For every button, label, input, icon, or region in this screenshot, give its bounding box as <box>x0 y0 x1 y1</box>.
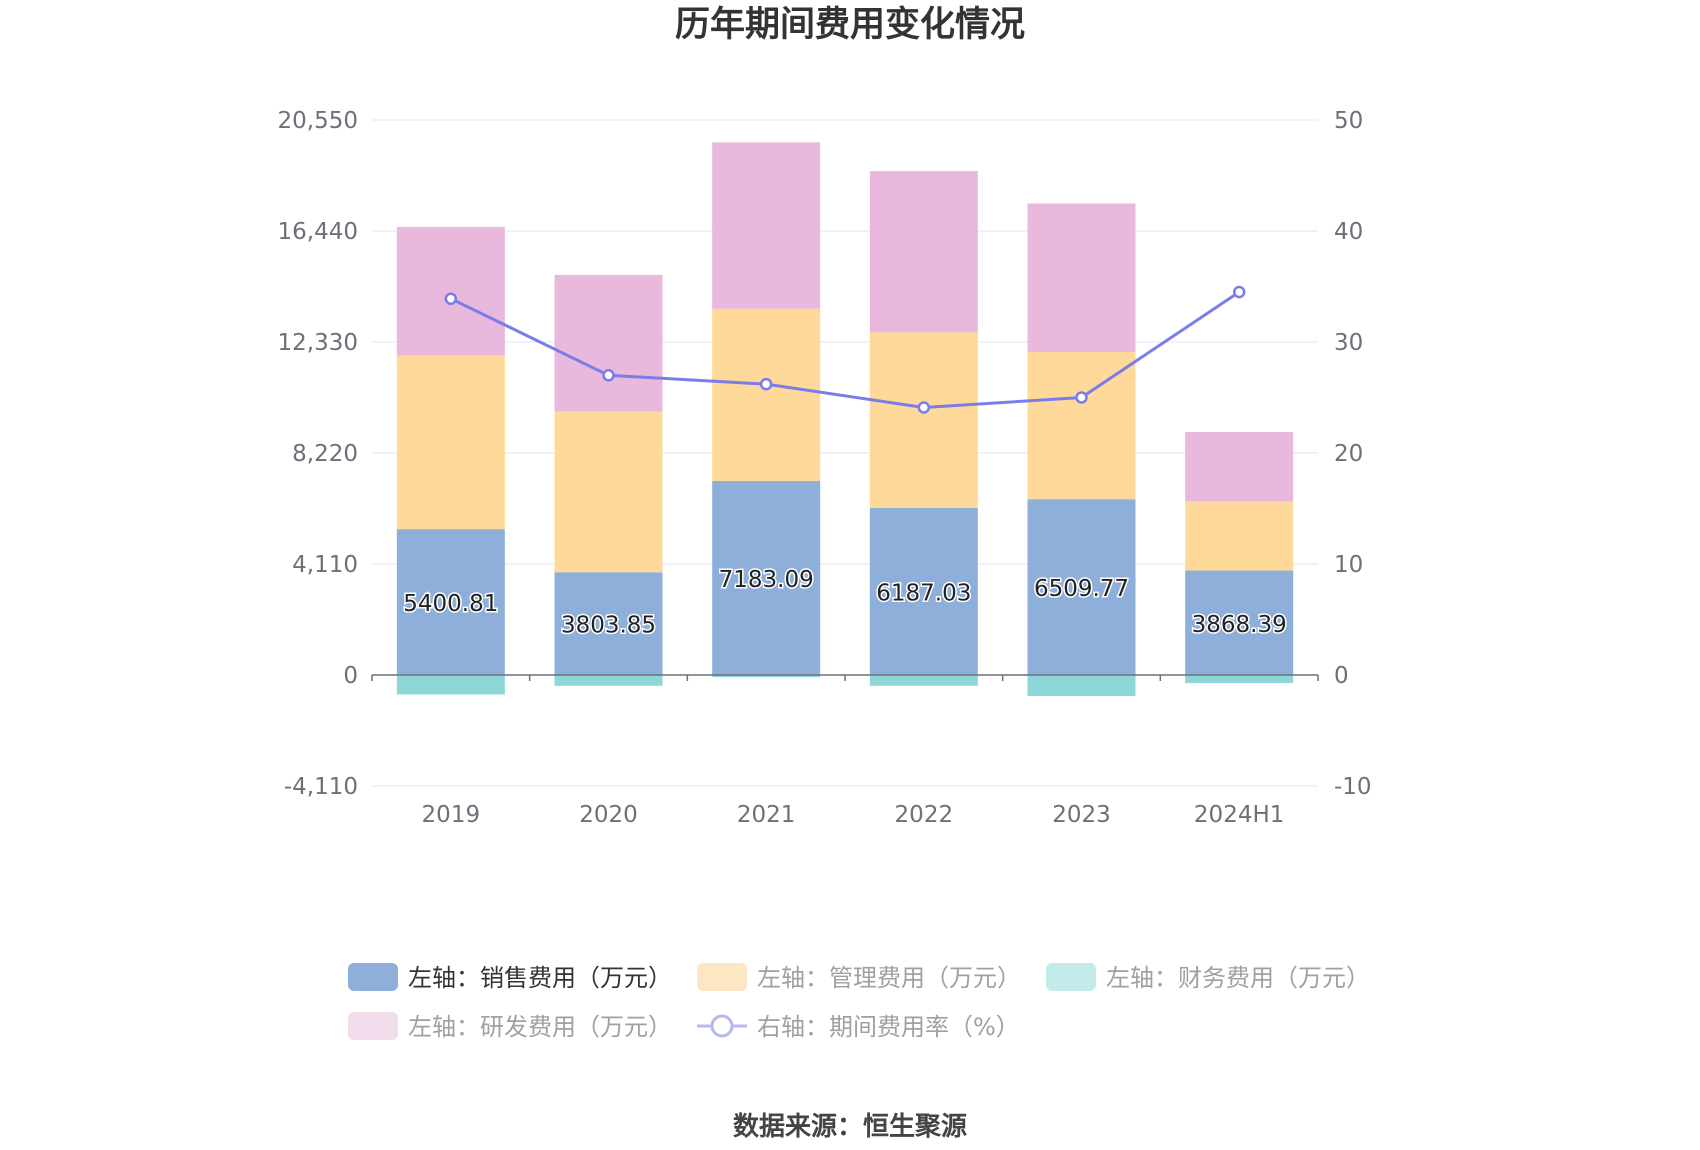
bar-segment <box>554 411 663 573</box>
left-tick-label: 16,440 <box>278 219 358 245</box>
legend-color-swatch <box>1046 963 1096 991</box>
left-tick-label: 20,550 <box>278 108 358 134</box>
bar-segment <box>712 675 821 678</box>
bar-segment <box>1027 675 1136 697</box>
left-tick-label: 12,330 <box>278 330 358 356</box>
legend-label: 左轴：销售费用（万元） <box>408 964 672 992</box>
bar-segment <box>1027 499 1136 675</box>
bar-segment <box>396 675 505 695</box>
x-axis-categories: 2019 2020 2021 2022 2023 2024H1 <box>422 802 1285 828</box>
left-tick-label: -4,110 <box>284 774 358 800</box>
legend-label: 左轴：财务费用（万元） <box>1106 964 1370 992</box>
rate-point <box>1075 391 1088 404</box>
category-label: 2024H1 <box>1194 802 1284 828</box>
bar-segment <box>554 675 663 686</box>
legend-color-swatch <box>697 963 747 991</box>
right-axis-ticks: -10 0 10 20 30 40 50 <box>1334 108 1372 800</box>
bar-segment <box>869 507 978 675</box>
data-labels: 5400.81 3803.85 7183.09 6187.03 6509.77 3868.… <box>402 566 1288 641</box>
rate-point <box>602 369 615 382</box>
legend: 左轴：销售费用（万元） 左轴：管理费用（万元） 左轴：财务费用（万元） 左轴：研发费用… <box>348 963 1370 1041</box>
rate-point <box>917 401 931 414</box>
bar-segment <box>554 572 663 675</box>
rate-polyline <box>450 290 1241 409</box>
right-tick-label: 50 <box>1334 108 1363 134</box>
bar-segment <box>712 142 821 309</box>
rate-point <box>759 377 773 391</box>
left-axis-ticks: -4,110 0 4,110 8,220 12,330 16,440 20,550 <box>278 108 358 800</box>
data-source: 数据来源：恒生聚源 <box>733 1112 967 1142</box>
right-tick-label: 40 <box>1334 219 1363 245</box>
sales-value-label: 3868.39 <box>1192 612 1287 638</box>
legend-label: 左轴：管理费用（万元） <box>757 964 1021 992</box>
legend-marker-swatch <box>710 1014 734 1038</box>
sales-value-label: 6509.77 <box>1034 576 1129 602</box>
left-tick-label: 0 <box>343 663 358 689</box>
bar-segment <box>1027 203 1136 352</box>
left-tick-label: 4,110 <box>292 552 358 578</box>
right-tick-label: 20 <box>1334 441 1363 467</box>
bar-segment <box>712 308 821 482</box>
right-tick-label: 10 <box>1334 552 1363 578</box>
x-axis <box>371 674 1319 681</box>
expense-rate-line <box>444 285 1246 414</box>
legend-item[interactable]: 左轴：研发费用（万元） <box>348 1012 672 1041</box>
rate-point <box>444 292 458 305</box>
sales-value-label: 6187.03 <box>876 580 971 606</box>
bar-segment <box>396 226 505 356</box>
sales-value-label: 5400.81 <box>403 591 498 617</box>
bar-segment <box>1185 501 1294 571</box>
sales-value-label: 7183.09 <box>719 567 814 593</box>
legend-label: 右轴：期间费用率（%） <box>757 1013 1020 1041</box>
legend-color-swatch <box>348 1012 398 1040</box>
bar-segment <box>396 529 505 675</box>
grid-lines <box>372 119 1318 787</box>
left-tick-label: 8,220 <box>292 441 358 467</box>
right-tick-label: 30 <box>1334 330 1363 356</box>
legend-item[interactable]: 左轴：管理费用（万元） <box>697 963 1021 992</box>
legend-color-swatch <box>348 963 398 991</box>
bar-segment <box>396 355 505 530</box>
bar-segment <box>1185 431 1294 502</box>
bar-segment <box>1027 351 1136 500</box>
legend-item[interactable]: 右轴：期间费用率（%） <box>697 1013 1020 1041</box>
right-tick-label: 0 <box>1334 663 1349 689</box>
category-label: 2023 <box>1052 802 1111 828</box>
chart-title: 历年期间费用变化情况 <box>675 5 1025 45</box>
category-label: 2022 <box>895 802 954 828</box>
legend-item[interactable]: 左轴：销售费用（万元） <box>348 963 672 992</box>
bar-segment <box>1185 570 1294 675</box>
legend-label: 左轴：研发费用（万元） <box>408 1013 672 1041</box>
rate-point <box>1232 285 1246 299</box>
category-label: 2021 <box>737 802 796 828</box>
right-tick-label: -10 <box>1334 774 1372 800</box>
legend-item[interactable]: 左轴：财务费用（万元） <box>1046 963 1370 992</box>
bar-segment <box>869 332 978 508</box>
bar-stack-area <box>396 142 1294 697</box>
bar-segment <box>554 274 663 412</box>
bar-segment <box>869 171 978 333</box>
bar-segment <box>712 481 821 675</box>
bar-segment <box>1185 675 1294 684</box>
category-label: 2020 <box>579 802 638 828</box>
category-label: 2019 <box>422 802 481 828</box>
sales-value-label: 3803.85 <box>561 613 656 639</box>
bar-segment <box>869 675 978 686</box>
